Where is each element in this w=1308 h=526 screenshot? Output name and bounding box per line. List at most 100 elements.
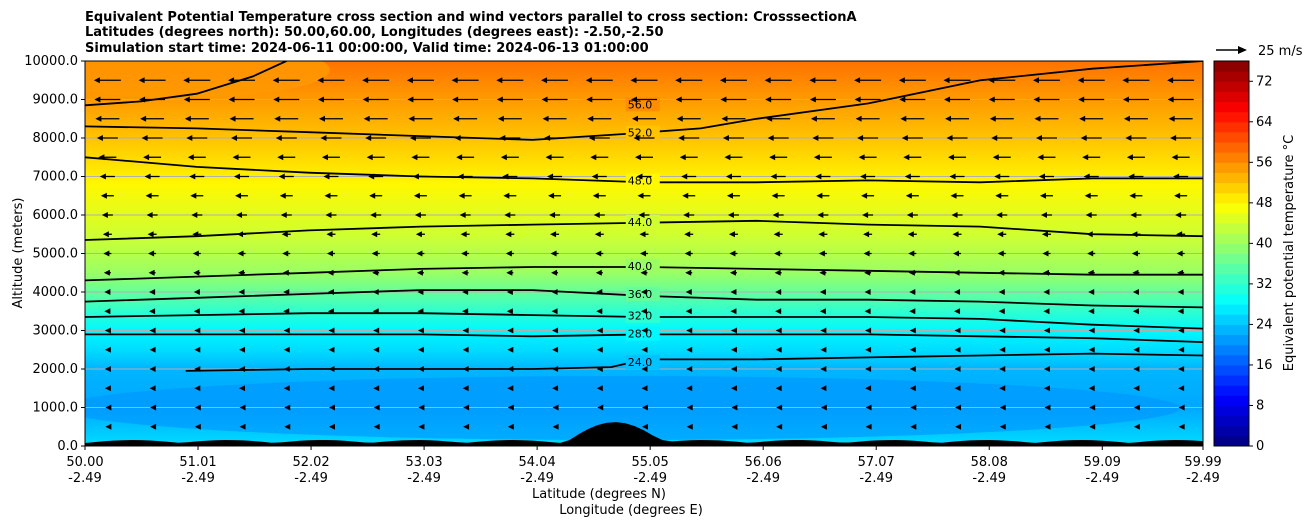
- wind-vector-head-11-6: [592, 192, 599, 199]
- contour-label-44: 44.0: [628, 216, 653, 229]
- wind-vector-head-2-11: [193, 289, 200, 295]
- wind-vector-head-11-8: [594, 231, 601, 238]
- wind-vector-head-5-3: [320, 135, 327, 141]
- wind-vector-head-1-17: [150, 404, 157, 411]
- wind-vector-head-13-5: [681, 173, 688, 180]
- wind-vector-head-9-15: [507, 366, 514, 372]
- colorbar-band-4: [1214, 395, 1249, 406]
- wind-vector-head-15-8: [773, 231, 780, 238]
- wind-vector-head-13-8: [684, 231, 691, 238]
- wind-vector-head-23-9: [1131, 250, 1138, 257]
- wind-vector-head-17-0: [854, 77, 861, 84]
- wind-vector-head-0-14: [104, 346, 111, 353]
- wind-vector-head-9-2: [497, 115, 504, 122]
- wind-vector-head-4-17: [284, 404, 291, 411]
- wind-vector-head-9-5: [502, 173, 509, 180]
- colorbar-band-6: [1214, 375, 1249, 386]
- wind-vector-head-21-6: [1039, 192, 1046, 199]
- wind-vector-head-6-12: [372, 308, 379, 315]
- y-tick-label-7: 7000.0: [33, 170, 79, 185]
- wind-vector-head-9-0: [496, 77, 503, 84]
- wind-vector-head-2-15: [194, 366, 201, 372]
- wind-vector-head-4-4: [277, 154, 284, 161]
- wind-vector-head-17-14: [865, 346, 872, 353]
- wind-vector-head-11-17: [597, 404, 604, 411]
- wind-vector-head-23-6: [1129, 192, 1136, 199]
- wind-vector-head-15-13: [775, 327, 782, 334]
- wind-vector-head-13-12: [685, 308, 692, 315]
- wind-vector-head-16-11: [819, 289, 826, 295]
- wind-vector-head-6-17: [373, 404, 380, 411]
- wind-vector-head-5-10: [327, 269, 334, 276]
- wind-vector-head-21-10: [1042, 269, 1049, 276]
- wind-vector-head-8-9: [461, 250, 468, 257]
- wind-vector-head-8-14: [462, 346, 469, 353]
- wind-vector-head-1-2: [140, 115, 147, 122]
- wind-vector-head-11-5: [591, 173, 598, 180]
- wind-vector-head-3-13: [239, 327, 246, 334]
- wind-vector-head-18-6: [905, 192, 912, 199]
- wind-vector-head-18-9: [908, 250, 915, 257]
- wind-vector-head-23-5: [1128, 173, 1135, 180]
- wind-vector-head-9-8: [505, 231, 512, 238]
- wind-vector-head-14-15: [730, 366, 737, 372]
- title-line-2: Latitudes (degrees north): 50.00,60.00, …: [85, 25, 664, 40]
- contour-label-56: 56.0: [628, 98, 653, 111]
- wind-vectors: [93, 77, 1195, 430]
- x-tick-label-lon-5: -2.49: [633, 471, 667, 486]
- wind-vector-head-14-13: [730, 327, 737, 334]
- wind-vector-head-1-4: [143, 154, 150, 161]
- wind-vector-head-0-10: [103, 269, 110, 276]
- wind-vector-head-10-15: [552, 366, 559, 372]
- wind-vector-head-6-0: [362, 77, 369, 84]
- wind-vector-head-2-7: [191, 212, 198, 218]
- wind-vector-head-23-3: [1125, 135, 1132, 141]
- wind-vector-head-15-12: [775, 308, 782, 315]
- wind-vector-head-8-7: [459, 212, 466, 218]
- wind-vector-head-10-12: [551, 308, 558, 315]
- colorbar-band-25: [1214, 182, 1249, 194]
- wind-vector-head-12-0: [630, 77, 637, 84]
- wind-vector-head-4-18: [284, 423, 291, 430]
- wind-vector-head-22-18: [1089, 423, 1096, 430]
- contour-line-56: [85, 61, 287, 107]
- wind-vector-head-24-7: [1175, 212, 1182, 218]
- wind-vector-head-20-2: [989, 115, 996, 122]
- wind-vector-head-7-4: [411, 154, 418, 161]
- wind-vector-head-5-4: [321, 154, 328, 161]
- wind-vector-head-12-17: [642, 404, 648, 411]
- wind-vector-head-7-6: [413, 192, 420, 199]
- x-tick-label-lat-9: 59.09: [1084, 455, 1121, 470]
- wind-vector-head-10-16: [552, 385, 559, 392]
- wind-vector-head-23-7: [1130, 212, 1137, 218]
- wind-vector-head-2-0: [183, 77, 190, 84]
- wind-vector-head-17-6: [861, 192, 868, 199]
- reference-speed-label: 25 m/s: [1258, 44, 1303, 59]
- wind-vector-head-21-0: [1032, 77, 1039, 84]
- wind-vector-head-23-17: [1133, 404, 1140, 411]
- wind-vector-head-3-1: [228, 96, 235, 103]
- wind-vector-head-20-5: [994, 173, 1001, 180]
- wind-vector-head-20-16: [999, 385, 1006, 392]
- wind-vector-head-17-7: [862, 212, 869, 218]
- wind-vector-head-11-1: [586, 96, 593, 103]
- wind-vector-head-16-15: [820, 366, 827, 372]
- wind-vector-head-7-16: [417, 385, 424, 392]
- wind-vector-head-13-6: [682, 192, 689, 199]
- wind-vector-head-0-3: [96, 135, 103, 141]
- wind-vector-head-16-14: [820, 346, 827, 353]
- wind-vector-head-9-10: [506, 269, 513, 276]
- wind-vector-head-22-7: [1085, 212, 1092, 218]
- contour-label-32: 32.0: [628, 310, 653, 323]
- wind-vector-head-2-14: [194, 346, 201, 353]
- wind-vector-head-16-4: [813, 154, 820, 161]
- wind-vector-head-6-6: [369, 192, 376, 199]
- wind-vector-head-15-7: [772, 212, 779, 218]
- colorbar-band-19: [1214, 243, 1249, 254]
- wind-vector-head-1-8: [147, 231, 154, 238]
- wind-vector-head-13-14: [686, 346, 693, 353]
- wind-vector-head-2-17: [194, 404, 201, 411]
- wind-vector-head-22-0: [1077, 77, 1084, 84]
- wind-vector-head-7-8: [415, 231, 422, 238]
